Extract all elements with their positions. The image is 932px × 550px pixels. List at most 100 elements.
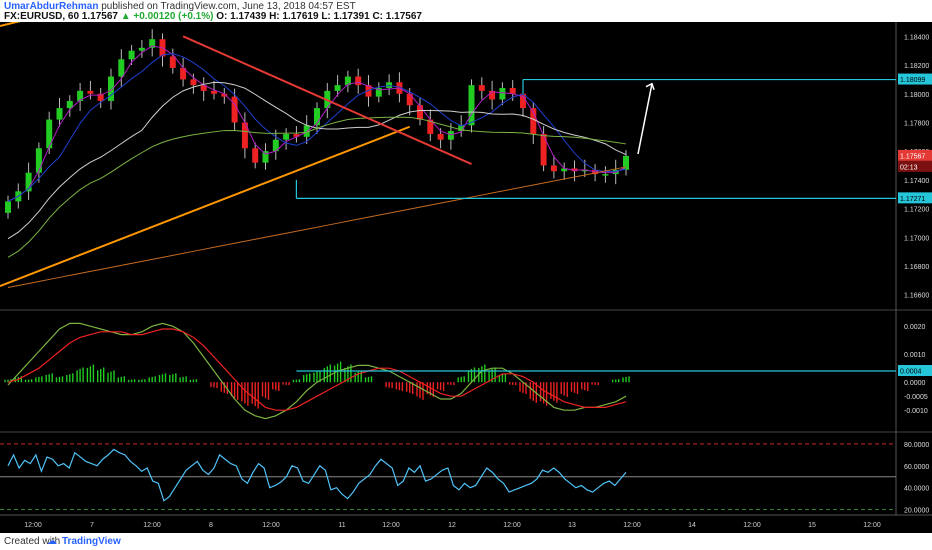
candle-body[interactable] (97, 93, 104, 101)
macd-signal-line (7, 328, 627, 411)
macd-tick-label: 0.0010 (904, 352, 926, 359)
chart-canvas[interactable]: 1.184001.182001.180001.178001.176001.174… (0, 22, 932, 533)
time-tick-label: 13 (568, 522, 576, 529)
candle-body[interactable] (623, 155, 629, 170)
price-change: ▲ +0.00120 (+0.1%) (120, 11, 214, 22)
candle-body[interactable] (241, 122, 248, 149)
time-tick-label: 7 (90, 522, 94, 529)
candle-body[interactable] (108, 76, 114, 101)
time-tick-label: 14 (688, 522, 696, 529)
time-tick-label: 12:00 (24, 522, 42, 529)
time-tick-label: 12:00 (382, 522, 400, 529)
rsi-line (7, 448, 627, 502)
candle-body[interactable] (581, 169, 588, 172)
last-price-label: 1.17567 (900, 153, 925, 160)
ma-orange-line (7, 166, 627, 288)
candle-body[interactable] (499, 88, 506, 100)
time-tick-label: 12 (448, 522, 456, 529)
candle-body[interactable] (314, 108, 320, 126)
candle-body[interactable] (406, 93, 413, 106)
chart-header: UmarAbdurRehman published on TradingView… (0, 0, 932, 22)
candle-body[interactable] (602, 174, 609, 176)
candle-body[interactable] (262, 151, 269, 163)
candle-body[interactable] (530, 108, 537, 134)
candle-body[interactable] (520, 93, 526, 109)
symbol-label[interactable]: FX:EURUSD, 60 (4, 11, 80, 22)
author-link[interactable]: UmarAbdurRehman (4, 1, 99, 12)
tradingview-logo-icon[interactable]: ☁ (47, 536, 57, 547)
candle-body[interactable] (221, 93, 228, 97)
time-tick-label: 12:00 (743, 522, 761, 529)
candle-body[interactable] (509, 88, 516, 94)
price-tick-label: 1.18000 (904, 92, 929, 99)
candle-body[interactable] (612, 169, 619, 175)
resistance-price-label: 1.18099 (900, 77, 925, 84)
candle-body[interactable] (77, 90, 84, 101)
footer: Created with ☁ TradingView (0, 533, 932, 550)
publish-info: UmarAbdurRehman published on TradingView… (4, 1, 356, 12)
candle-body[interactable] (334, 85, 341, 91)
candle-body[interactable] (46, 119, 53, 149)
time-tick-label: 12:00 (262, 522, 280, 529)
bar-countdown-label-bg (898, 160, 932, 172)
candle-body[interactable] (375, 88, 382, 97)
candle-body[interactable] (283, 133, 290, 140)
candle-body[interactable] (355, 76, 362, 86)
ma-green-line (7, 116, 627, 258)
candle-body[interactable] (427, 119, 434, 134)
support-price-label-bg (898, 192, 932, 204)
resistance-price-label-bg (898, 73, 932, 85)
price-tick-label: 1.17400 (904, 178, 929, 185)
candle-body[interactable] (56, 108, 63, 120)
candle-body[interactable] (468, 85, 475, 126)
orange-trendline-top[interactable] (0, 22, 49, 27)
candle-body[interactable] (87, 90, 94, 94)
ohlc-values: O: 1.17439 H: 1.17619 L: 1.17391 C: 1.17… (216, 11, 422, 22)
rsi-tick-label: 80.0000 (904, 442, 929, 449)
orange-trendline[interactable] (0, 125, 411, 287)
candle-body[interactable] (478, 85, 485, 91)
candle-body[interactable] (417, 105, 423, 120)
candle-body[interactable] (252, 148, 259, 163)
time-tick-label: 11 (338, 522, 345, 529)
last-price-label-bg (898, 149, 932, 161)
candle-body[interactable] (344, 76, 351, 86)
candle-body[interactable] (118, 59, 125, 77)
tradingview-brand-link[interactable]: TradingView (62, 536, 121, 547)
candle-body[interactable] (211, 90, 217, 94)
macd-tick-label: 0.0000 (904, 380, 926, 387)
macd-level-label-bg (898, 365, 932, 376)
time-tick-label: 12:00 (623, 522, 641, 529)
macd-tick-label: 0.0020 (904, 324, 926, 331)
candle-body[interactable] (66, 100, 73, 109)
price-tick-label: 1.17000 (904, 235, 929, 242)
candle-body[interactable] (303, 125, 310, 137)
candle-body[interactable] (231, 96, 238, 123)
candle-body[interactable] (35, 148, 42, 173)
candle-body[interactable] (200, 85, 207, 91)
macd-tick-label: -0.0005 (904, 394, 928, 401)
candle-body[interactable] (180, 67, 187, 80)
candle-body[interactable] (561, 168, 568, 172)
candle-body[interactable] (293, 133, 300, 137)
candle-body[interactable] (25, 172, 32, 192)
candle-body[interactable] (5, 201, 11, 213)
price-tick-label: 1.18200 (904, 63, 929, 70)
projection-arrow[interactable] (637, 83, 653, 155)
candle-body[interactable] (169, 56, 176, 68)
last-price: 1.17567 (81, 11, 118, 22)
candle-body[interactable] (138, 47, 145, 51)
candle-body[interactable] (540, 133, 547, 166)
red-trendline[interactable] (182, 35, 472, 165)
candle-body[interactable] (437, 133, 444, 140)
candle-body[interactable] (128, 50, 135, 60)
candle-body[interactable] (272, 139, 279, 152)
published-text: published on TradingView.com, June 13, 2… (101, 1, 356, 12)
candle-body[interactable] (458, 125, 465, 132)
candle-body[interactable] (190, 79, 197, 86)
candle-body[interactable] (149, 39, 156, 48)
candle-body[interactable] (550, 165, 557, 172)
candle-body[interactable] (489, 90, 496, 100)
time-tick-label: 12:00 (863, 522, 881, 529)
rsi-tick-label: 60.0000 (904, 464, 929, 471)
